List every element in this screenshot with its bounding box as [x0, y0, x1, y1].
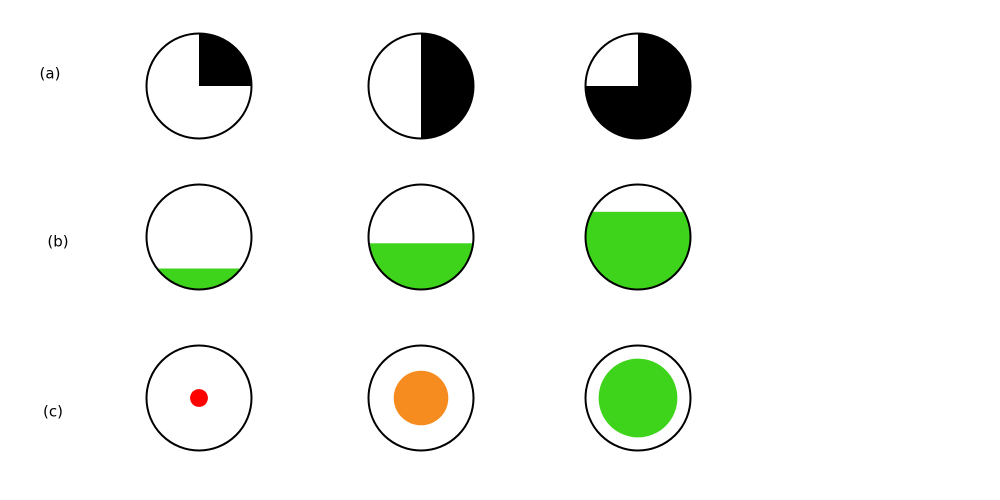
pie-slice: [421, 33, 474, 139]
fill-circle-outline: [145, 183, 253, 291]
fill-level-low: [145, 183, 253, 291]
dot-medium: [367, 344, 475, 452]
inner-dot-red: [190, 389, 208, 407]
fill-circle-outline: [367, 183, 475, 291]
fill-level-medium: [367, 183, 475, 291]
pie-slice: [199, 33, 252, 86]
row-b-fill-group: [145, 183, 692, 291]
row-a-pie-group: [145, 32, 692, 140]
row-c-dot-group: [145, 344, 692, 452]
dot-large: [584, 344, 692, 452]
pie-three-quarters: [584, 32, 692, 140]
fill-circle-outline: [584, 183, 692, 291]
liquid-fill: [146, 268, 252, 290]
fill-level-high: [584, 183, 692, 291]
row-label-b: (b): [47, 233, 68, 251]
inner-dot-green: [598, 358, 678, 438]
fill-circle-background: [146, 184, 252, 290]
inner-dot-orange: [393, 370, 449, 426]
liquid-fill: [585, 211, 691, 290]
row-label-a: (a): [40, 65, 61, 83]
pie-half: [367, 32, 475, 140]
pie-slice: [585, 33, 691, 139]
pie-quarter: [145, 32, 253, 140]
liquid-fill: [368, 243, 474, 290]
row-label-c: (c): [43, 403, 63, 421]
dot-small: [145, 344, 253, 452]
